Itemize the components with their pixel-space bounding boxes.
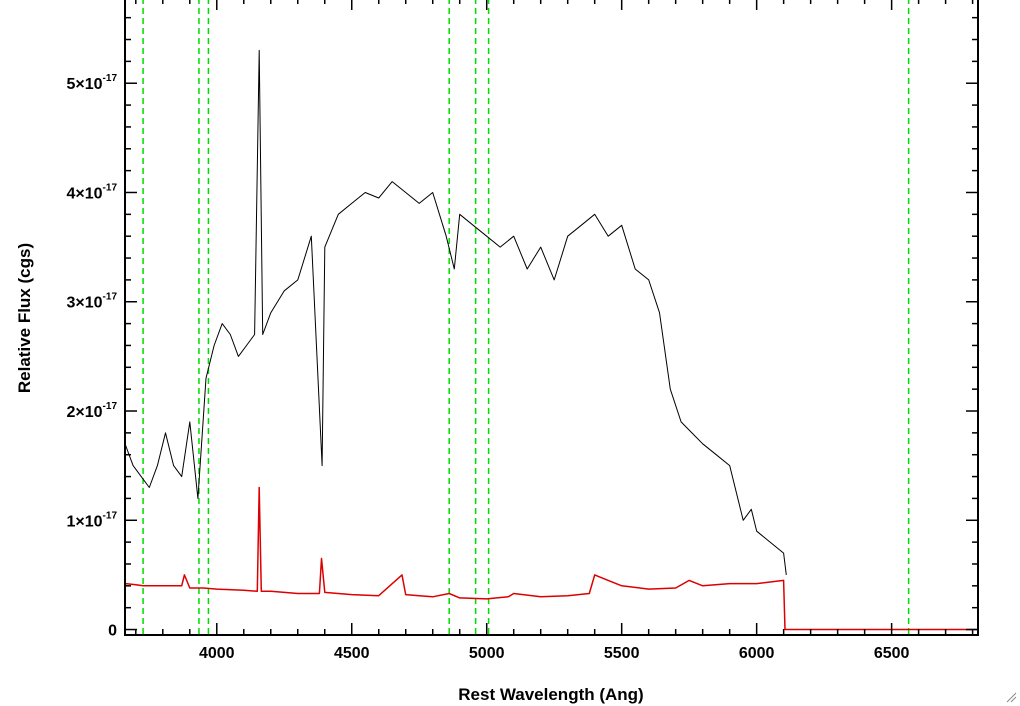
series-line-0 (124, 49, 787, 575)
y-tick-label-2: 2×10-17 (67, 401, 118, 421)
y-tick-label-5: 5×10-17 (67, 73, 118, 93)
y-tick-label-1: 1×10-17 (67, 510, 118, 530)
series-layer (124, 49, 978, 631)
x-tick-label-0: 4000 (199, 645, 235, 662)
y-axis-title: Relative Flux (cgs) (15, 243, 34, 393)
x-tick-label-3: 5500 (604, 645, 640, 662)
y-tick-label-3: 3×10-17 (67, 292, 118, 312)
y-axis: 0 1×10-17 2×10-17 3×10-17 4×10-17 5×10-17 (67, 16, 978, 640)
resize-grip-icon[interactable] (1005, 691, 1017, 703)
x-tick-label-5: 6500 (874, 645, 910, 662)
x-axis: 4000 4500 5000 5500 6000 6500 (135, 0, 974, 662)
plot-frame (124, 0, 979, 636)
x-tick-label-1: 4500 (334, 645, 370, 662)
x-tick-label-2: 5000 (469, 645, 505, 662)
x-axis-title: Rest Wavelength (Ang) (458, 685, 643, 704)
y-tick-label-4: 4×10-17 (67, 182, 118, 202)
y-tick-label-0: 0 (108, 623, 117, 640)
x-tick-label-4: 6000 (739, 645, 775, 662)
series-line-1 (124, 486, 978, 631)
reference-lines (142, 0, 910, 635)
